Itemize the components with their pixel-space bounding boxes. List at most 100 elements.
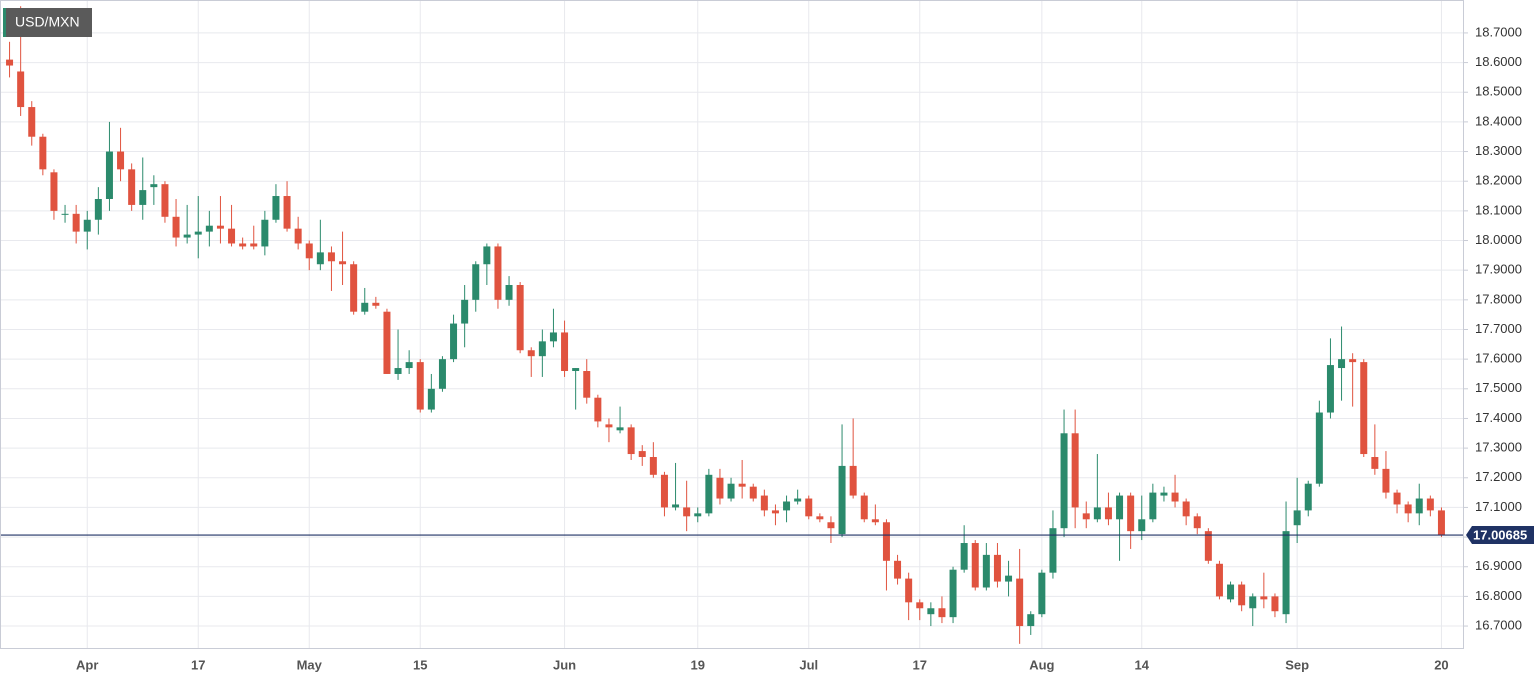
candle-body [72, 213, 80, 232]
candle-body [250, 243, 258, 247]
candle-body [1282, 531, 1290, 615]
candle-body [549, 332, 557, 342]
candle-body [649, 457, 657, 475]
x-tick-label: 20 [1434, 657, 1448, 672]
x-tick-label: 19 [691, 657, 705, 672]
candle-body [1338, 359, 1346, 369]
candle-body [1160, 492, 1168, 496]
x-tick-label: Sep [1285, 657, 1309, 672]
candle-body [272, 196, 280, 220]
candle-body [1249, 596, 1257, 609]
candle-body [561, 332, 569, 372]
y-tick-label: 17.3000 [1475, 440, 1522, 455]
y-tick-label: 18.5000 [1475, 84, 1522, 99]
candle-body [361, 302, 369, 312]
candle-body [283, 196, 291, 229]
candle-body [150, 184, 158, 188]
candle-body [1393, 492, 1401, 505]
candle-body [1193, 516, 1201, 529]
candle-body [971, 543, 979, 588]
plot-frame [0, 0, 1464, 649]
candle-body [783, 501, 791, 511]
candle-body [871, 519, 879, 523]
candle-body [128, 169, 136, 205]
candle-body [305, 243, 313, 259]
candle-body [172, 216, 180, 238]
title-stripe [3, 8, 6, 37]
candle-body [1005, 575, 1013, 582]
candle-body [605, 424, 613, 428]
candle-body [1238, 584, 1246, 606]
last-price-label: 17.00685 [1473, 527, 1527, 542]
candle-body [1326, 365, 1334, 413]
candle-body [572, 368, 580, 372]
y-tick-label: 18.2000 [1475, 173, 1522, 188]
candle-body [1227, 584, 1235, 600]
candle-body [905, 578, 913, 603]
candle-body [239, 243, 247, 247]
candle-body [472, 264, 480, 300]
candle-body [327, 252, 335, 262]
candle-body [483, 246, 491, 265]
candle-body [494, 246, 502, 300]
candle-body [993, 554, 1001, 582]
candle-body [1182, 501, 1190, 517]
candle-body [882, 522, 890, 561]
candle-body [827, 522, 835, 529]
candle-body [416, 362, 424, 410]
candle-body [1127, 495, 1135, 532]
candle-body [427, 388, 435, 410]
candle-body [938, 608, 946, 618]
x-tick-label: May [297, 657, 323, 672]
candle-body [1426, 498, 1434, 511]
candle-body [1437, 510, 1445, 536]
candle-body [860, 495, 868, 520]
axes: 16.700016.800016.900017.000017.100017.20… [76, 24, 1534, 672]
candle-body [960, 543, 968, 570]
candle-body [1360, 362, 1368, 455]
y-tick-label: 17.5000 [1475, 380, 1522, 395]
candle-body [1093, 507, 1101, 520]
candle-body [139, 190, 147, 205]
y-tick-label: 18.7000 [1475, 24, 1522, 39]
candle-body [716, 477, 724, 499]
candle-body [1271, 596, 1279, 612]
candles [0, 6, 1463, 644]
candle-body [705, 474, 713, 514]
candle-body [350, 264, 358, 312]
candle-body [94, 198, 102, 220]
candle-body [1038, 572, 1046, 615]
grid [0, 0, 1463, 648]
candle-body [894, 560, 902, 579]
y-tick-label: 17.4000 [1475, 410, 1522, 425]
y-tick-label: 16.9000 [1475, 558, 1522, 573]
candle-body [6, 59, 14, 66]
chart-title: USD/MXN [15, 14, 80, 30]
candle-body [916, 602, 924, 609]
candle-body [438, 359, 446, 389]
x-tick-label: 17 [191, 657, 205, 672]
candle-body [161, 184, 169, 217]
candle-body [1415, 498, 1423, 514]
candle-body [805, 498, 813, 517]
candle-body [1149, 492, 1157, 520]
x-tick-label: Apr [76, 657, 98, 672]
candle-body [1138, 519, 1146, 532]
candle-body [1215, 563, 1223, 597]
candle-body [83, 219, 91, 232]
candle-body [1260, 596, 1268, 600]
x-tick-label: Aug [1029, 657, 1054, 672]
y-tick-label: 18.3000 [1475, 143, 1522, 158]
candle-body [694, 513, 702, 517]
candle-body [616, 427, 624, 431]
candle-body [61, 213, 69, 215]
candle-body [949, 569, 957, 618]
x-tick-label: 14 [1135, 657, 1150, 672]
y-tick-label: 18.4000 [1475, 113, 1522, 128]
candle-body [105, 151, 113, 199]
candle-body [1027, 614, 1035, 627]
candle-body [849, 465, 857, 496]
candle-body [394, 368, 402, 374]
x-tick-label: 17 [913, 657, 927, 672]
